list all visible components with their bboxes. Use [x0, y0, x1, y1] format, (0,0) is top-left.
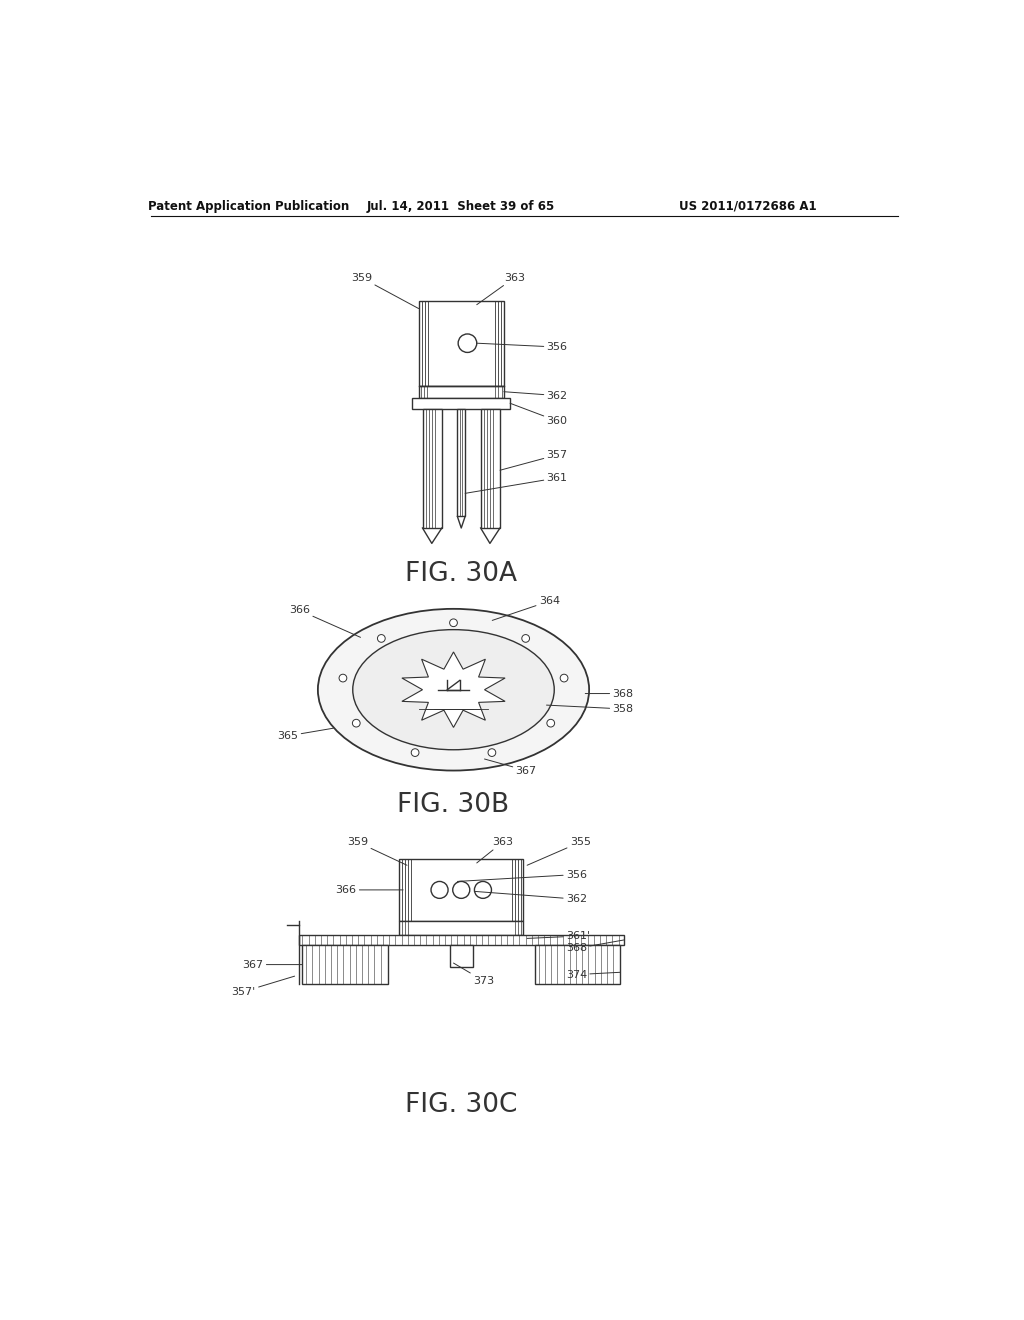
Text: 362: 362: [475, 891, 587, 904]
Text: FIG. 30A: FIG. 30A: [406, 561, 517, 587]
Text: Jul. 14, 2011  Sheet 39 of 65: Jul. 14, 2011 Sheet 39 of 65: [368, 199, 555, 213]
Text: 363: 363: [477, 273, 525, 305]
Circle shape: [453, 882, 470, 899]
Bar: [535, 945, 621, 983]
Text: 365: 365: [278, 729, 334, 741]
Ellipse shape: [352, 630, 554, 750]
Text: FIG. 30C: FIG. 30C: [406, 1093, 517, 1118]
Ellipse shape: [317, 609, 589, 771]
Text: 363: 363: [477, 837, 513, 863]
Circle shape: [474, 882, 492, 899]
Circle shape: [450, 619, 458, 627]
Text: 362: 362: [504, 391, 567, 400]
Text: 361: 361: [465, 473, 567, 494]
Circle shape: [488, 748, 496, 756]
Text: 366: 366: [336, 884, 403, 895]
Text: 356: 356: [477, 342, 567, 352]
Circle shape: [352, 719, 360, 727]
Bar: [419, 385, 504, 397]
Text: 367: 367: [243, 960, 302, 970]
Text: 367: 367: [484, 759, 537, 776]
Text: 366: 366: [289, 606, 360, 638]
Bar: [480, 409, 500, 528]
Bar: [419, 301, 504, 385]
Text: Patent Application Publication: Patent Application Publication: [147, 199, 349, 213]
Text: 355: 355: [527, 837, 591, 866]
Circle shape: [458, 334, 477, 352]
Text: 356: 356: [458, 870, 587, 882]
Bar: [399, 921, 523, 935]
Bar: [299, 935, 624, 945]
Text: FIG. 30B: FIG. 30B: [397, 792, 510, 818]
Text: 373: 373: [454, 964, 494, 986]
Bar: [399, 859, 523, 921]
Text: US 2011/0172686 A1: US 2011/0172686 A1: [679, 199, 817, 213]
Bar: [302, 945, 388, 983]
Bar: [413, 397, 510, 409]
Text: 359: 359: [351, 273, 419, 309]
Circle shape: [522, 635, 529, 643]
Circle shape: [547, 719, 555, 727]
Bar: [458, 409, 465, 516]
Text: 368: 368: [566, 940, 624, 953]
Text: 357': 357': [231, 977, 295, 997]
Bar: [423, 409, 442, 528]
Text: 359: 359: [347, 837, 407, 866]
Text: 357: 357: [500, 450, 567, 470]
Text: 374: 374: [566, 970, 621, 979]
Circle shape: [560, 675, 568, 682]
Text: 361': 361': [527, 931, 590, 941]
Polygon shape: [401, 652, 505, 727]
Circle shape: [378, 635, 385, 643]
Text: 368: 368: [586, 689, 634, 698]
Circle shape: [339, 675, 347, 682]
Circle shape: [431, 882, 449, 899]
Circle shape: [412, 748, 419, 756]
Text: 360: 360: [510, 404, 567, 426]
Text: 364: 364: [493, 597, 560, 620]
Bar: [450, 945, 473, 966]
Text: 358: 358: [547, 704, 634, 714]
